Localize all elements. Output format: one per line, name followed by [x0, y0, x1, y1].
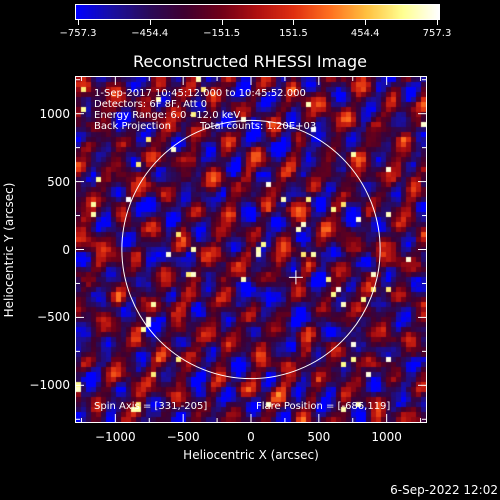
colorbar-tick-label: 454.4	[350, 28, 380, 39]
x-axis-label: Heliocentric X (arcsec)	[183, 448, 319, 462]
annotation-method: Back Projection	[94, 121, 171, 132]
x-tick-label: 500	[307, 430, 331, 444]
annotation-flare-position: Flare Position = [-686,119]	[256, 401, 391, 412]
x-tick-label: 1000	[371, 430, 402, 444]
y-tick-label: 1000	[39, 106, 70, 121]
colorbar-tick	[78, 20, 79, 25]
colorbar-tick	[293, 20, 295, 25]
colorbar-tick	[365, 20, 367, 25]
colorbar-tick-label: 151.5	[279, 28, 308, 39]
annotation-detectors: Detectors: 6F 8F, Att 0	[94, 99, 208, 110]
y-tick-label: −500	[37, 310, 70, 325]
y-tick-label: 500	[47, 174, 70, 189]
colorbar-tick-label: −454.4	[131, 28, 169, 39]
colorbar	[75, 4, 440, 20]
solar-limb-circle	[121, 119, 381, 380]
chart-title: Reconstructed RHESSI Image	[133, 52, 367, 71]
rhessi-image	[76, 77, 426, 422]
x-tick-label: −1000	[95, 430, 136, 444]
annotation-time-range: 1-Sep-2017 10:45:12.000 to 10:45:52.000	[94, 88, 306, 99]
colorbar-tick-label: −757.3	[59, 28, 97, 39]
timestamp: 6-Sep-2022 12:02	[390, 483, 498, 497]
annotation-energy-range: Energy Range: 6.0 - 12.0 keV	[94, 110, 241, 121]
y-tick-label: −1000	[29, 378, 70, 393]
plot-area: 1-Sep-2017 10:45:12.000 to 10:45:52.000 …	[75, 76, 427, 423]
y-tick-label: 0	[62, 242, 70, 257]
axis-ticks	[76, 77, 426, 422]
x-tick-label: 0	[247, 430, 255, 444]
annotation-total-counts: Total counts: 1.20E+03	[200, 121, 317, 132]
x-tick-label: −500	[166, 430, 200, 444]
annotation-spin-axis: Spin Axis = [331,-205]	[94, 401, 208, 412]
colorbar-tick	[149, 20, 151, 25]
y-axis-label: Heliocentric Y (arcsec)	[2, 182, 16, 318]
colorbar-tick	[221, 20, 223, 25]
colorbar-tick-label: −151.5	[203, 28, 241, 39]
plot-overlay	[76, 77, 426, 422]
colorbar-tick	[437, 20, 438, 25]
colorbar-tick-label: 757.3	[422, 28, 452, 39]
